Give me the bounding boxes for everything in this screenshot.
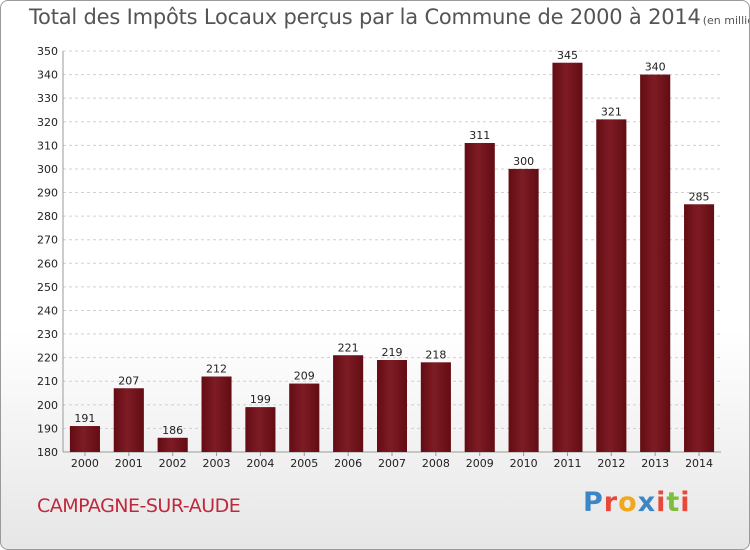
- y-tick-label: 200: [37, 399, 58, 412]
- value-labels: 191 207 186 212 199 209 221 219 218 311 300 345 321 3…: [74, 49, 709, 437]
- x-tick-label: 2002: [159, 457, 187, 470]
- x-tick-labels: 2000 2001 2002 2003 2004 2005 2006 2007 2008 2009…: [71, 457, 713, 470]
- bar-shade: [289, 383, 320, 452]
- y-tick-label: 320: [37, 116, 58, 129]
- x-tick-label: 2012: [597, 457, 625, 470]
- x-tick-label: 2010: [510, 457, 538, 470]
- value-label: 340: [645, 61, 666, 74]
- value-label: 207: [118, 374, 139, 387]
- x-tick-label: 2003: [203, 457, 231, 470]
- chart-unit: (en milliers d'€): [702, 14, 749, 27]
- bar-shade: [508, 168, 539, 453]
- bar-shade: [684, 204, 715, 452]
- value-label: 209: [294, 370, 315, 383]
- chart-title-text: Total des Impôts Locaux perçus par la Co…: [29, 5, 701, 29]
- bar-shade: [377, 360, 407, 452]
- y-tick-label: 280: [37, 210, 58, 223]
- logo-letter: r: [603, 487, 619, 518]
- x-tick-label: 2004: [246, 457, 274, 470]
- y-tick-label: 190: [37, 422, 58, 435]
- value-label: 219: [382, 346, 403, 359]
- bar-shade: [596, 119, 627, 452]
- x-tick-label: 2005: [290, 457, 318, 470]
- value-label: 311: [469, 129, 490, 142]
- logo-letter: P: [583, 487, 604, 518]
- bar-shade: [420, 362, 451, 452]
- bars: [69, 62, 715, 453]
- chart-title: Total des Impôts Locaux perçus par la Co…: [29, 5, 749, 29]
- x-tick-label: 2011: [553, 457, 581, 470]
- bar-shade: [640, 74, 671, 453]
- proxiti-logo: Proxiti: [583, 487, 691, 518]
- y-tick-label: 230: [37, 328, 58, 341]
- logo-letter: t: [666, 487, 681, 518]
- y-tick-label: 330: [37, 92, 58, 105]
- y-tick-label: 310: [37, 139, 58, 152]
- bar-shade: [69, 426, 100, 452]
- y-tick-label: 260: [37, 257, 58, 270]
- value-label: 300: [513, 155, 534, 168]
- y-tick-label: 350: [37, 45, 58, 58]
- bar-shade: [552, 62, 583, 452]
- bar-shade: [201, 376, 232, 452]
- y-tick-label: 270: [37, 234, 58, 247]
- value-label: 218: [425, 348, 446, 361]
- y-tick-label: 210: [37, 375, 58, 388]
- value-label: 186: [162, 424, 183, 437]
- y-tick-label: 300: [37, 163, 58, 176]
- y-tick-labels: 180 190 200 210 220 230 240 250 260 270 280 290 300 3…: [37, 45, 58, 459]
- logo-letter: o: [618, 487, 638, 518]
- y-tick-label: 290: [37, 187, 58, 200]
- x-tick-label: 2008: [422, 457, 450, 470]
- bar-shade: [333, 355, 364, 452]
- value-label: 191: [74, 412, 95, 425]
- value-label: 345: [557, 49, 578, 62]
- x-tick-label: 2009: [466, 457, 494, 470]
- value-label: 212: [206, 363, 227, 376]
- y-tick-label: 220: [37, 352, 58, 365]
- logo-letter: i: [656, 487, 667, 518]
- x-tick-label: 2014: [685, 457, 713, 470]
- value-label: 321: [601, 105, 622, 118]
- y-tick-label: 180: [37, 446, 58, 459]
- bar-shade: [464, 142, 495, 452]
- value-label: 199: [250, 393, 271, 406]
- x-tick-label: 2013: [641, 457, 669, 470]
- logo-letter: i: [680, 487, 691, 518]
- y-tick-label: 240: [37, 304, 58, 317]
- x-tick-label: 2001: [115, 457, 143, 470]
- x-tick-label: 2006: [334, 457, 362, 470]
- logo-letter: x: [637, 487, 657, 518]
- y-tick-label: 340: [37, 69, 58, 82]
- bar-shade: [245, 407, 276, 452]
- x-tick-label: 2000: [71, 457, 99, 470]
- commune-name: CAMPAGNE-SUR-AUDE: [37, 495, 241, 517]
- value-label: 285: [689, 190, 710, 203]
- bar-shade: [157, 437, 188, 452]
- value-label: 221: [338, 341, 359, 354]
- y-tick-label: 250: [37, 281, 58, 294]
- x-tick-label: 2007: [378, 457, 406, 470]
- bar-shade: [113, 388, 144, 452]
